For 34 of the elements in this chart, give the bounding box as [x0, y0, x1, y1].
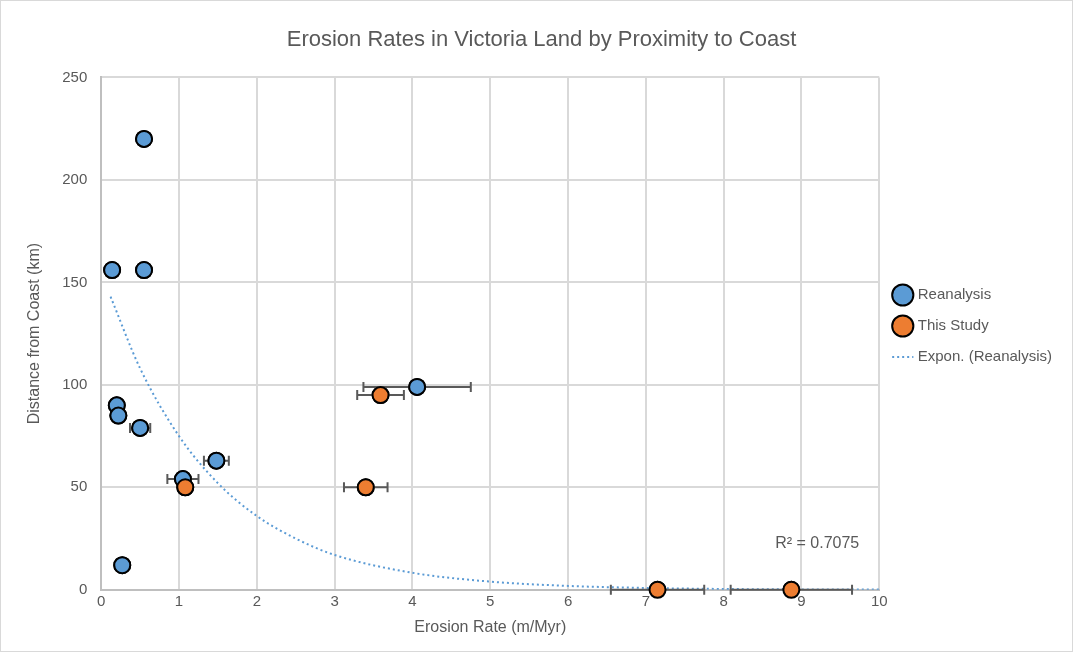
- y-tick-label: 100: [62, 374, 88, 392]
- y-tick-label: 250: [62, 67, 88, 85]
- point: [135, 129, 154, 148]
- point: [207, 451, 226, 470]
- legend-label: Expon. (Reanalysis): [917, 347, 1053, 365]
- x-tick-label: 7: [641, 591, 651, 609]
- point: [356, 478, 375, 497]
- x-tick-label: 8: [719, 591, 728, 609]
- x-tick-label: 9: [797, 591, 806, 609]
- legend-label: Reanalysis: [917, 285, 992, 303]
- x-axis-title: Erosion Rate (m/Myr): [414, 617, 567, 635]
- chart-title: Erosion Rates in Victoria Land by Proximity to Coast: [286, 26, 797, 52]
- point: [103, 261, 122, 280]
- y-tick-label: 50: [70, 477, 88, 495]
- point: [176, 478, 195, 497]
- point: [113, 556, 132, 575]
- x-tick-label: 5: [486, 591, 495, 609]
- y-axis-title: Distance from Coast (km): [25, 242, 43, 425]
- x-tick-label: 4: [408, 591, 417, 609]
- point: [371, 386, 390, 405]
- y-tick-label: 150: [62, 272, 88, 290]
- y-tick-label: 200: [62, 170, 88, 188]
- point: [135, 261, 154, 280]
- x-tick-label: 6: [563, 591, 573, 609]
- x-tick-label: 1: [174, 591, 184, 609]
- x-tick-label: 3: [330, 591, 339, 609]
- point: [408, 377, 427, 396]
- y-tick-label: 0: [78, 579, 88, 597]
- point: [109, 406, 128, 425]
- x-tick-label: 2: [252, 591, 262, 609]
- annotation: R² = 0.7075: [775, 534, 860, 552]
- x-tick-label: 10: [870, 591, 888, 609]
- x-tick-label: 0: [97, 591, 106, 609]
- legend-label: This Study: [917, 316, 990, 334]
